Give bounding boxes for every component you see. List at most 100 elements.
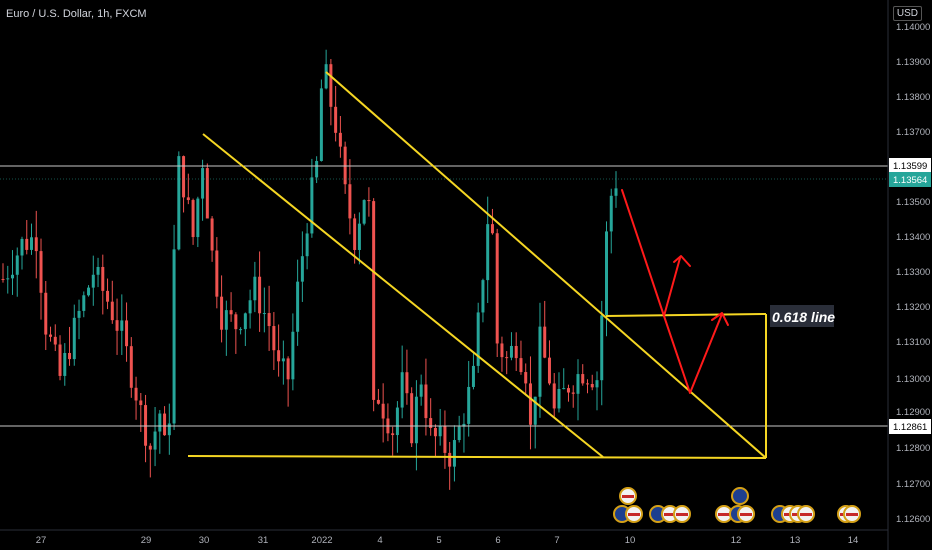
candle-body: [296, 281, 300, 332]
candle-body: [509, 345, 513, 358]
arrow-path-2: [663, 313, 723, 394]
time-label: 5: [436, 535, 441, 546]
price-label: 1.13700: [896, 127, 930, 138]
candle-body: [87, 287, 91, 296]
candle-body: [305, 233, 309, 257]
candle-body: [433, 427, 437, 437]
candle-body: [234, 314, 238, 330]
symbol-title[interactable]: Euro / U.S. Dollar, 1h, FXCM: [6, 8, 147, 20]
flag-stripe-icon: [622, 495, 634, 498]
candle-body: [448, 452, 452, 467]
candle-body: [486, 224, 490, 281]
candle-body: [514, 345, 518, 359]
candle-body: [343, 146, 347, 185]
candle-body: [405, 372, 409, 394]
candle-body: [91, 274, 95, 288]
candle-body: [419, 384, 423, 397]
candle-body: [443, 426, 447, 453]
candle-body: [576, 374, 580, 394]
price-label: 1.13100: [896, 337, 930, 348]
candle-body: [253, 276, 257, 301]
candle-body: [139, 400, 143, 406]
upper-trend-line[interactable]: [325, 71, 767, 459]
candle-body: [348, 184, 352, 219]
candle-body: [167, 423, 171, 436]
candle-body: [438, 426, 442, 437]
candle-body: [25, 238, 29, 250]
candle-body: [362, 200, 366, 224]
eu-event-icon[interactable]: [731, 487, 749, 505]
support-price-tag: [889, 419, 931, 434]
candle-body: [129, 346, 133, 388]
candle-body: [410, 393, 414, 444]
candle-body: [467, 386, 471, 424]
price-label: 1.13900: [896, 57, 930, 68]
flag-stripe-icon: [628, 513, 640, 516]
price-label: 1.13000: [896, 374, 930, 385]
candle-body: [372, 201, 376, 400]
price-label: 1.13200: [896, 302, 930, 313]
fib-label-box[interactable]: [770, 305, 834, 327]
candle-body: [524, 372, 528, 384]
time-label: 30: [199, 535, 210, 546]
candle-body: [172, 249, 176, 424]
candle-body: [158, 413, 162, 432]
price-label: 1.13500: [896, 197, 930, 208]
flag-stripe-icon: [800, 513, 812, 516]
candle-body: [82, 295, 86, 311]
candle-body: [604, 231, 608, 316]
bottom-base-line[interactable]: [187, 455, 767, 459]
candle-body: [367, 200, 371, 202]
flag-stripe-icon: [846, 513, 858, 516]
time-label: 27: [36, 535, 47, 546]
candle-body: [357, 223, 361, 250]
time-label: 12: [731, 535, 742, 546]
candle-body: [134, 387, 138, 401]
candle-body: [457, 426, 461, 441]
candle-body: [353, 218, 357, 250]
candle-body: [39, 251, 43, 293]
candle-body: [528, 383, 532, 425]
candle-body: [191, 200, 195, 238]
middle-trend-line[interactable]: [202, 133, 604, 458]
candle-body: [429, 418, 433, 428]
price-axis[interactable]: 1.14000 1.13900 1.13800 1.13700 1.13500 …: [896, 22, 930, 525]
candle-body: [471, 365, 475, 387]
candle-body: [153, 431, 157, 450]
candle-body: [376, 399, 380, 404]
candle-body: [229, 310, 233, 315]
candle-body: [110, 301, 114, 321]
candle-body: [224, 310, 228, 330]
candle-body: [96, 266, 100, 275]
candle-body: [44, 292, 48, 335]
candle-body: [63, 352, 67, 376]
candle-body: [538, 326, 542, 397]
price-label: 1.13800: [896, 92, 930, 103]
candle-body: [319, 88, 323, 161]
candle-body: [243, 313, 247, 330]
arrow-head-1-icon: [673, 255, 691, 267]
price-label: 1.13300: [896, 267, 930, 278]
candle-body: [163, 413, 167, 436]
candle-body: [30, 237, 34, 250]
currency-label[interactable]: USD: [892, 6, 922, 21]
candle-body: [562, 388, 566, 390]
fib-0618-line[interactable]: [605, 313, 767, 317]
candle-body: [581, 374, 585, 384]
candle-body: [481, 280, 485, 313]
candle-body: [286, 358, 290, 380]
candle-body: [329, 64, 333, 107]
candle-body: [533, 396, 537, 425]
economic-events-layer[interactable]: [613, 487, 861, 523]
flag-stripe-icon: [676, 513, 688, 516]
candle-body: [239, 329, 243, 331]
candle-body: [519, 358, 523, 373]
candle-body: [6, 278, 10, 280]
candle-body: [58, 344, 62, 376]
time-label: 31: [258, 535, 269, 546]
level-price-tag-text: 1.13599: [893, 161, 927, 172]
candle-body: [277, 350, 281, 362]
candle-body: [115, 320, 119, 331]
time-axis[interactable]: 27 29 30 31 2022 4 5 6 7 10 12 13 14: [36, 535, 859, 546]
